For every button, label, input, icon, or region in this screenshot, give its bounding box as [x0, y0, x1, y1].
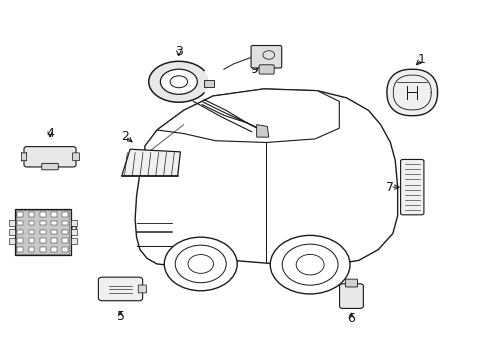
- Bar: [71, 220, 76, 226]
- Circle shape: [270, 235, 349, 294]
- Bar: [51, 230, 57, 234]
- Bar: [62, 230, 68, 234]
- FancyBboxPatch shape: [73, 153, 79, 161]
- Bar: [62, 247, 68, 252]
- Bar: [40, 230, 45, 234]
- Bar: [29, 238, 34, 243]
- Polygon shape: [256, 125, 268, 137]
- Text: 4: 4: [46, 127, 54, 140]
- Text: 1: 1: [417, 53, 425, 66]
- Bar: [51, 238, 57, 243]
- FancyBboxPatch shape: [24, 147, 76, 167]
- Bar: [29, 230, 34, 234]
- Bar: [29, 221, 34, 225]
- Bar: [18, 212, 23, 217]
- Bar: [62, 212, 68, 217]
- Polygon shape: [157, 89, 339, 143]
- Bar: [51, 247, 57, 252]
- Text: 3: 3: [175, 45, 183, 58]
- Ellipse shape: [148, 61, 208, 102]
- Bar: [62, 221, 68, 225]
- Bar: [62, 238, 68, 243]
- Text: 8: 8: [69, 225, 77, 238]
- Bar: [15, 208, 71, 255]
- Bar: [71, 238, 76, 244]
- FancyBboxPatch shape: [339, 284, 363, 309]
- Ellipse shape: [160, 69, 197, 94]
- Bar: [71, 229, 76, 235]
- Bar: [9, 220, 15, 226]
- FancyBboxPatch shape: [345, 279, 357, 287]
- Bar: [18, 247, 23, 252]
- Polygon shape: [386, 69, 437, 116]
- FancyBboxPatch shape: [138, 285, 146, 293]
- Bar: [51, 221, 57, 225]
- Bar: [40, 221, 45, 225]
- Bar: [18, 221, 23, 225]
- Bar: [18, 230, 23, 234]
- Bar: [18, 238, 23, 243]
- Bar: [9, 238, 15, 244]
- Polygon shape: [122, 149, 180, 176]
- Bar: [16, 210, 69, 254]
- Bar: [40, 247, 45, 252]
- FancyBboxPatch shape: [400, 159, 423, 215]
- Circle shape: [164, 237, 237, 291]
- Bar: [51, 212, 57, 217]
- FancyBboxPatch shape: [98, 277, 142, 301]
- Text: 9: 9: [250, 63, 258, 76]
- Text: 6: 6: [347, 312, 355, 325]
- Bar: [29, 212, 34, 217]
- Bar: [9, 229, 15, 235]
- FancyBboxPatch shape: [259, 65, 274, 74]
- Polygon shape: [204, 80, 213, 87]
- FancyBboxPatch shape: [21, 153, 27, 161]
- Bar: [40, 238, 45, 243]
- Bar: [40, 212, 45, 217]
- Text: 2: 2: [121, 130, 129, 143]
- Text: 5: 5: [116, 310, 124, 323]
- FancyBboxPatch shape: [41, 163, 58, 170]
- Text: 7: 7: [386, 181, 393, 194]
- Bar: [29, 247, 34, 252]
- FancyBboxPatch shape: [250, 45, 281, 68]
